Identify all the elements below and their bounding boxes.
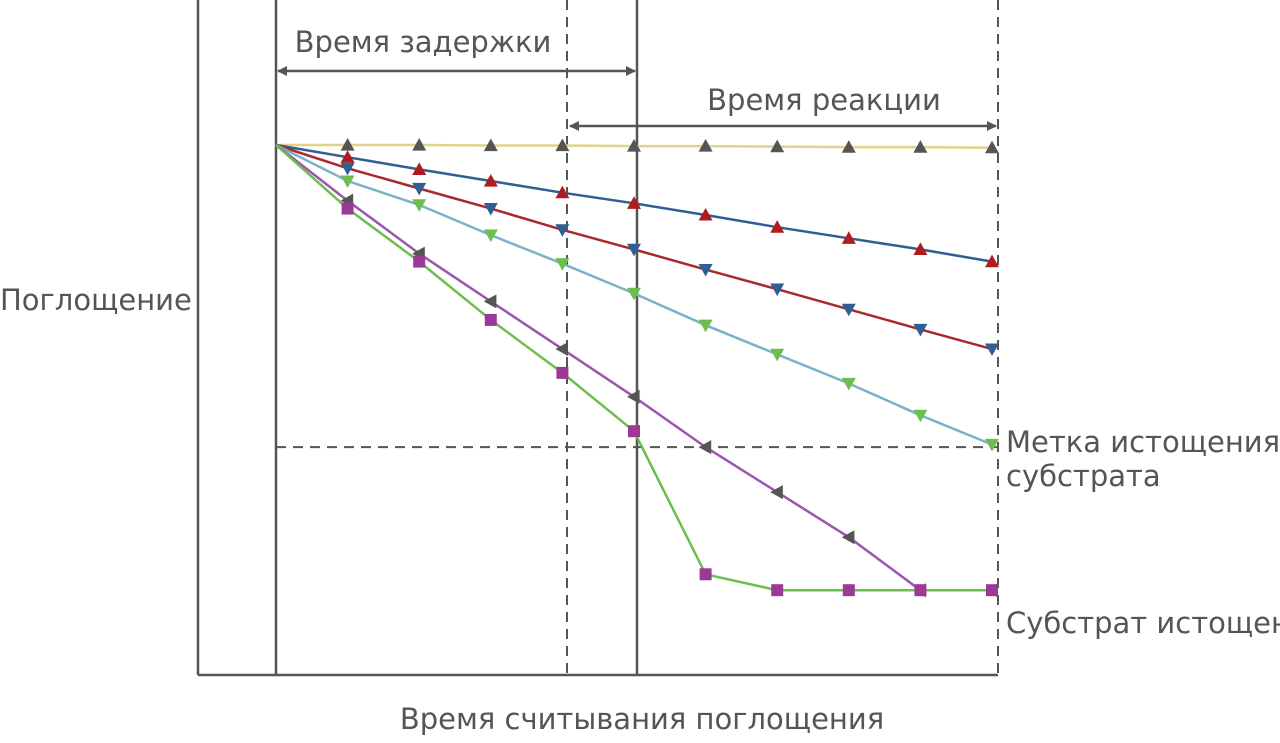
data-point bbox=[985, 343, 999, 357]
x-axis-label: Время считывания поглощения bbox=[400, 702, 884, 736]
data-point bbox=[412, 182, 427, 196]
data-point bbox=[913, 242, 928, 256]
data-point bbox=[627, 196, 641, 209]
data-point bbox=[341, 202, 354, 215]
series-5 bbox=[275, 144, 998, 597]
data-point bbox=[841, 140, 856, 153]
data-point bbox=[841, 303, 856, 317]
series-3 bbox=[275, 143, 999, 452]
data-point bbox=[770, 283, 785, 297]
series-layer bbox=[275, 138, 999, 598]
data-point bbox=[555, 185, 570, 199]
data-point bbox=[770, 485, 783, 500]
data-point bbox=[484, 313, 497, 326]
reaction-time-label: Время реакции bbox=[707, 83, 941, 117]
data-point bbox=[483, 174, 498, 187]
data-point bbox=[412, 162, 427, 175]
data-point bbox=[770, 348, 785, 362]
data-point bbox=[698, 139, 713, 152]
plot-frame bbox=[196, 0, 999, 677]
lag-time-label: Время задержки bbox=[295, 25, 552, 59]
data-point bbox=[340, 138, 355, 151]
data-point bbox=[483, 229, 498, 243]
data-point bbox=[483, 138, 498, 152]
data-point bbox=[555, 224, 570, 237]
data-point bbox=[986, 584, 998, 597]
data-point bbox=[698, 207, 713, 221]
data-point bbox=[627, 389, 640, 404]
data-point bbox=[698, 319, 713, 333]
data-point bbox=[340, 162, 355, 176]
data-point bbox=[412, 138, 427, 151]
series-line-5 bbox=[275, 144, 992, 592]
data-point bbox=[770, 139, 785, 153]
series-1 bbox=[275, 143, 999, 268]
data-point bbox=[770, 220, 785, 233]
data-point bbox=[913, 140, 928, 153]
data-point bbox=[412, 199, 427, 212]
depleted-label: Субстрат истощен bbox=[1006, 606, 1280, 640]
y-axis-label: Поглощение bbox=[0, 283, 192, 317]
data-point bbox=[555, 258, 570, 271]
series-2 bbox=[275, 143, 999, 357]
series-0 bbox=[276, 138, 999, 154]
data-point bbox=[483, 294, 497, 309]
data-point bbox=[841, 231, 856, 244]
data-point bbox=[841, 530, 855, 545]
data-point bbox=[842, 584, 855, 597]
data-point bbox=[913, 323, 928, 337]
data-point bbox=[985, 254, 999, 268]
data-point bbox=[771, 584, 784, 597]
data-point bbox=[627, 139, 641, 152]
depletion-mark-label: Метка истощения субстрата bbox=[1006, 425, 1280, 493]
series-line-4 bbox=[275, 144, 992, 592]
data-point bbox=[556, 366, 569, 379]
data-point bbox=[413, 255, 426, 268]
data-point bbox=[627, 243, 641, 257]
data-point bbox=[340, 175, 355, 189]
data-point bbox=[985, 438, 999, 452]
data-point bbox=[698, 263, 713, 277]
data-point bbox=[699, 568, 712, 581]
data-point bbox=[483, 203, 498, 216]
data-point bbox=[841, 377, 856, 391]
data-point bbox=[698, 440, 712, 455]
data-point bbox=[913, 409, 928, 423]
data-point bbox=[340, 150, 355, 163]
data-point bbox=[628, 425, 640, 438]
data-point bbox=[985, 140, 999, 154]
data-point bbox=[627, 287, 641, 301]
data-point bbox=[914, 584, 927, 597]
data-point bbox=[555, 342, 568, 357]
data-point bbox=[555, 138, 570, 152]
